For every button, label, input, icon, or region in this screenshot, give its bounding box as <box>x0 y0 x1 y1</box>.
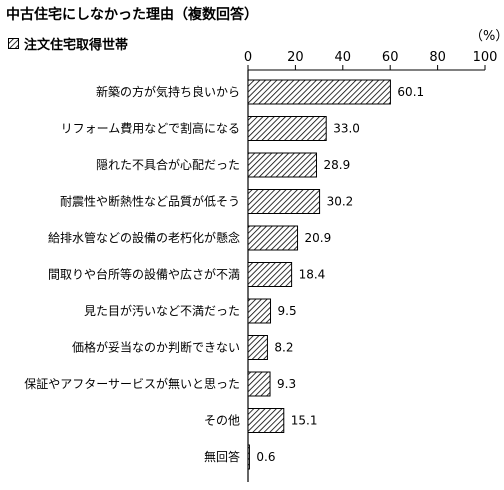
legend: 注文住宅取得世帯 <box>8 34 128 53</box>
value-label: 30.2 <box>327 195 354 209</box>
x-tick-label: 80 <box>429 50 446 65</box>
category-label: 価格が妥当なのか判断できない <box>72 340 240 355</box>
value-label: 15.1 <box>291 414 318 428</box>
bar <box>247 116 327 141</box>
value-label: 8.2 <box>274 341 293 355</box>
legend-label: 注文住宅取得世帯 <box>24 38 129 53</box>
value-label: 28.9 <box>323 158 350 172</box>
category-label: 見た目が汚いなど不満だった <box>84 303 240 318</box>
category-label: その他 <box>204 414 240 428</box>
category-label: 新築の方が気持ち良いから <box>96 84 240 99</box>
category-label: リフォーム費用などで割高になる <box>61 121 240 136</box>
bar <box>247 189 321 214</box>
x-tick-label: 20 <box>287 50 304 65</box>
bar <box>247 79 391 105</box>
bar <box>247 408 285 433</box>
legend-swatch <box>8 38 19 49</box>
bar <box>247 152 317 178</box>
value-label: 9.3 <box>277 377 296 391</box>
value-label: 20.9 <box>305 231 332 245</box>
bar <box>247 225 299 251</box>
category-label: 保証やアフターサービスが無いと思った <box>24 376 240 391</box>
bar <box>247 335 268 360</box>
category-label: 給排水管などの設備の老朽化が懸念 <box>48 230 240 245</box>
bar <box>247 444 250 470</box>
value-label: 33.0 <box>333 122 360 136</box>
x-tick-label: 60 <box>382 50 399 65</box>
value-label: 18.4 <box>299 268 326 282</box>
unit-label: （%） <box>470 29 504 44</box>
bar <box>247 262 293 287</box>
category-label: 耐震性や断熱性など品質が低そう <box>60 194 240 209</box>
value-label: 60.1 <box>397 85 424 99</box>
x-tick-label: 40 <box>335 50 352 65</box>
chart-title: 中古住宅にしなかった理由（複数回答） <box>6 7 258 23</box>
bar <box>247 371 271 397</box>
value-label: 0.6 <box>256 450 275 464</box>
bar <box>247 298 272 324</box>
category-label: 隠れた不具合が心配だった <box>96 157 240 172</box>
category-label: 間取りや台所等の設備や広さが不満 <box>48 267 240 282</box>
x-tick-label: 0 <box>244 50 252 65</box>
value-label: 9.5 <box>278 304 297 318</box>
x-tick-label: 100 <box>473 50 498 65</box>
category-label: 無回答 <box>204 449 240 464</box>
